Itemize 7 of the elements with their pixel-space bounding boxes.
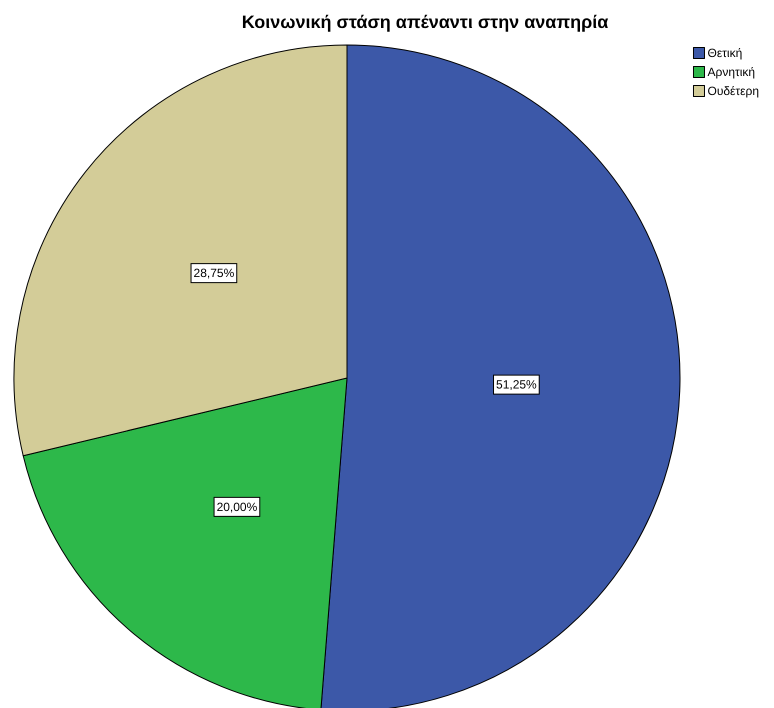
data-label: 51,25%: [496, 378, 538, 392]
data-label: 28,75%: [194, 266, 235, 280]
chart-title: Κοινωνική στάση απέναντι στην αναπηρία: [242, 12, 608, 32]
legend-label: Θετική: [707, 46, 742, 60]
legend-label: Αρνητική: [707, 65, 756, 79]
legend-label: Ουδέτερη: [707, 84, 759, 98]
data-label: 20,00%: [216, 500, 258, 514]
